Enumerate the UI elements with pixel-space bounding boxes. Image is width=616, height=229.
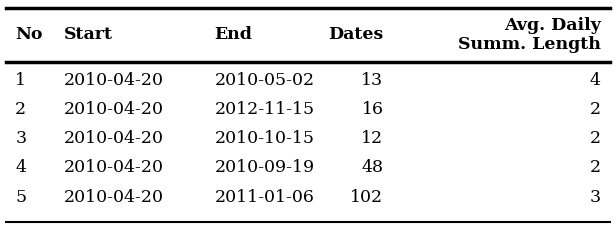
Text: 4: 4 bbox=[15, 159, 26, 176]
Text: 2010-04-20: 2010-04-20 bbox=[63, 101, 163, 117]
Text: 2010-10-15: 2010-10-15 bbox=[214, 130, 314, 147]
Text: 2010-09-19: 2010-09-19 bbox=[214, 159, 315, 176]
Text: 2010-04-20: 2010-04-20 bbox=[63, 159, 163, 176]
Text: Avg. Daily
Summ. Length: Avg. Daily Summ. Length bbox=[458, 17, 601, 53]
Text: 1: 1 bbox=[15, 71, 26, 88]
Text: 12: 12 bbox=[362, 130, 384, 147]
Text: 16: 16 bbox=[362, 101, 384, 117]
Text: 102: 102 bbox=[351, 188, 384, 205]
Text: 48: 48 bbox=[362, 159, 384, 176]
Text: 2: 2 bbox=[590, 130, 601, 147]
Text: End: End bbox=[214, 26, 253, 43]
Text: 2010-05-02: 2010-05-02 bbox=[214, 71, 315, 88]
Text: 2011-01-06: 2011-01-06 bbox=[214, 188, 314, 205]
Text: 5: 5 bbox=[15, 188, 26, 205]
Text: 2: 2 bbox=[15, 101, 26, 117]
Text: 3: 3 bbox=[15, 130, 26, 147]
Text: 4: 4 bbox=[590, 71, 601, 88]
Text: 2010-04-20: 2010-04-20 bbox=[63, 188, 163, 205]
Text: 2012-11-15: 2012-11-15 bbox=[214, 101, 315, 117]
Text: Start: Start bbox=[63, 26, 113, 43]
Text: 2010-04-20: 2010-04-20 bbox=[63, 71, 163, 88]
Text: 2: 2 bbox=[590, 159, 601, 176]
Text: 2010-04-20: 2010-04-20 bbox=[63, 130, 163, 147]
Text: No: No bbox=[15, 26, 43, 43]
Text: Dates: Dates bbox=[328, 26, 384, 43]
Text: 3: 3 bbox=[590, 188, 601, 205]
Text: 2: 2 bbox=[590, 101, 601, 117]
Text: 13: 13 bbox=[362, 71, 384, 88]
